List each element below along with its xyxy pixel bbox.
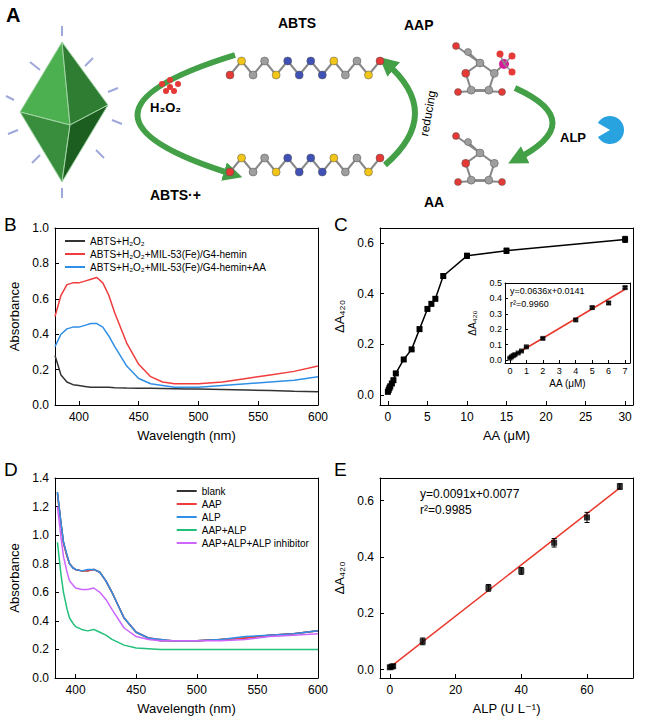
svg-text:reducing: reducing	[417, 89, 439, 137]
svg-text:ABTS+H₂O₂+MIL-53(Fe)/G4-hemin: ABTS+H₂O₂+MIL-53(Fe)/G4-hemin	[90, 249, 247, 260]
svg-text:ABTS: ABTS	[278, 15, 316, 31]
svg-text:E: E	[334, 459, 347, 480]
svg-text:0.4: 0.4	[32, 614, 49, 628]
svg-text:0.2: 0.2	[32, 363, 49, 377]
svg-text:ΔA₄₂₀: ΔA₄₂₀	[467, 310, 478, 335]
svg-text:AAP+ALP: AAP+ALP	[202, 525, 247, 536]
svg-text:1: 1	[524, 366, 529, 376]
svg-text:A: A	[6, 4, 20, 26]
svg-text:AAP: AAP	[202, 499, 222, 510]
svg-text:H₂O₂: H₂O₂	[150, 100, 181, 115]
svg-text:0.2: 0.2	[489, 324, 502, 334]
svg-text:500: 500	[188, 410, 208, 424]
svg-text:0.8: 0.8	[32, 557, 49, 571]
svg-text:7: 7	[623, 366, 628, 376]
svg-text:ΔA₄₂₀: ΔA₄₂₀	[332, 561, 347, 594]
svg-text:AAP+ALP+ALP inhibitor: AAP+ALP+ALP inhibitor	[202, 538, 310, 549]
svg-text:20: 20	[449, 683, 463, 697]
svg-text:550: 550	[247, 683, 267, 697]
svg-text:500: 500	[187, 683, 207, 697]
svg-text:0.4: 0.4	[357, 287, 374, 301]
svg-text:550: 550	[248, 410, 268, 424]
svg-text:30: 30	[618, 410, 632, 424]
svg-text:0.2: 0.2	[357, 337, 374, 351]
svg-text:5: 5	[424, 410, 431, 424]
svg-text:ΔA₄₂₀: ΔA₄₂₀	[332, 300, 347, 333]
svg-text:0.1: 0.1	[489, 340, 502, 350]
svg-text:0.0: 0.0	[32, 398, 49, 412]
svg-text:400: 400	[69, 410, 89, 424]
svg-text:10: 10	[460, 410, 474, 424]
svg-text:1.4: 1.4	[32, 471, 49, 485]
svg-text:600: 600	[308, 410, 328, 424]
svg-text:ABTS·+: ABTS·+	[150, 187, 201, 203]
svg-text:ABTS+H₂O₂+MIL-53(Fe)/G4-hemin+: ABTS+H₂O₂+MIL-53(Fe)/G4-hemin+AA	[90, 262, 266, 273]
svg-text:0.4: 0.4	[357, 550, 374, 564]
svg-text:0.6: 0.6	[357, 494, 374, 508]
svg-text:0.5: 0.5	[489, 278, 502, 288]
svg-text:0.0: 0.0	[489, 355, 502, 365]
svg-text:0: 0	[387, 683, 394, 697]
svg-text:450: 450	[129, 410, 149, 424]
svg-text:0.0: 0.0	[357, 388, 374, 402]
svg-text:r²=0.9985: r²=0.9985	[420, 503, 472, 517]
svg-text:0: 0	[385, 410, 392, 424]
svg-text:0.0: 0.0	[357, 663, 374, 677]
svg-text:1.2: 1.2	[32, 500, 49, 514]
svg-text:0.6: 0.6	[357, 236, 374, 250]
svg-text:600: 600	[308, 683, 328, 697]
svg-text:20: 20	[539, 410, 553, 424]
svg-text:Absorbance: Absorbance	[7, 543, 22, 612]
svg-text:40: 40	[515, 683, 529, 697]
svg-text:0.2: 0.2	[32, 642, 49, 656]
svg-text:0.0: 0.0	[32, 671, 49, 685]
svg-text:AAP: AAP	[404, 17, 434, 33]
svg-text:0.4: 0.4	[489, 293, 502, 303]
svg-text:15: 15	[500, 410, 514, 424]
svg-text:0.6: 0.6	[32, 585, 49, 599]
svg-text:0.4: 0.4	[32, 327, 49, 341]
svg-text:0.3: 0.3	[489, 309, 502, 319]
svg-text:25: 25	[579, 410, 593, 424]
svg-text:1.0: 1.0	[32, 528, 49, 542]
svg-text:400: 400	[66, 683, 86, 697]
svg-text:ALP: ALP	[560, 130, 586, 145]
svg-text:450: 450	[126, 683, 146, 697]
svg-text:1.0: 1.0	[32, 221, 49, 235]
svg-text:B: B	[4, 215, 17, 235]
svg-text:Wavelength (nm): Wavelength (nm)	[137, 428, 236, 443]
svg-text:0.8: 0.8	[32, 256, 49, 270]
svg-text:Wavelength (nm): Wavelength (nm)	[137, 701, 236, 716]
svg-text:5: 5	[590, 366, 595, 376]
svg-text:2: 2	[540, 366, 545, 376]
svg-text:AA (μM): AA (μM)	[483, 428, 530, 443]
svg-text:y=0.0636x+0.0141: y=0.0636x+0.0141	[510, 286, 585, 296]
svg-text:3: 3	[557, 366, 562, 376]
svg-text:ALP (U L⁻¹): ALP (U L⁻¹)	[472, 701, 540, 716]
svg-text:r²=0.9960: r²=0.9960	[510, 299, 549, 309]
svg-text:0.2: 0.2	[357, 606, 374, 620]
svg-text:D: D	[4, 459, 18, 480]
svg-text:AA (μM): AA (μM)	[549, 378, 585, 389]
svg-text:Absorbance: Absorbance	[7, 282, 22, 351]
svg-text:0.6: 0.6	[32, 292, 49, 306]
svg-text:C: C	[334, 215, 348, 235]
svg-text:60: 60	[580, 683, 594, 697]
svg-text:4: 4	[573, 366, 578, 376]
svg-text:y=0.0091x+0.0077: y=0.0091x+0.0077	[420, 487, 520, 501]
svg-text:ALP: ALP	[202, 512, 221, 523]
svg-text:6: 6	[606, 366, 611, 376]
svg-text:ABTS+H₂O₂: ABTS+H₂O₂	[90, 236, 145, 247]
svg-text:AA: AA	[424, 194, 444, 210]
svg-text:0: 0	[507, 366, 512, 376]
svg-text:blank: blank	[202, 486, 227, 497]
